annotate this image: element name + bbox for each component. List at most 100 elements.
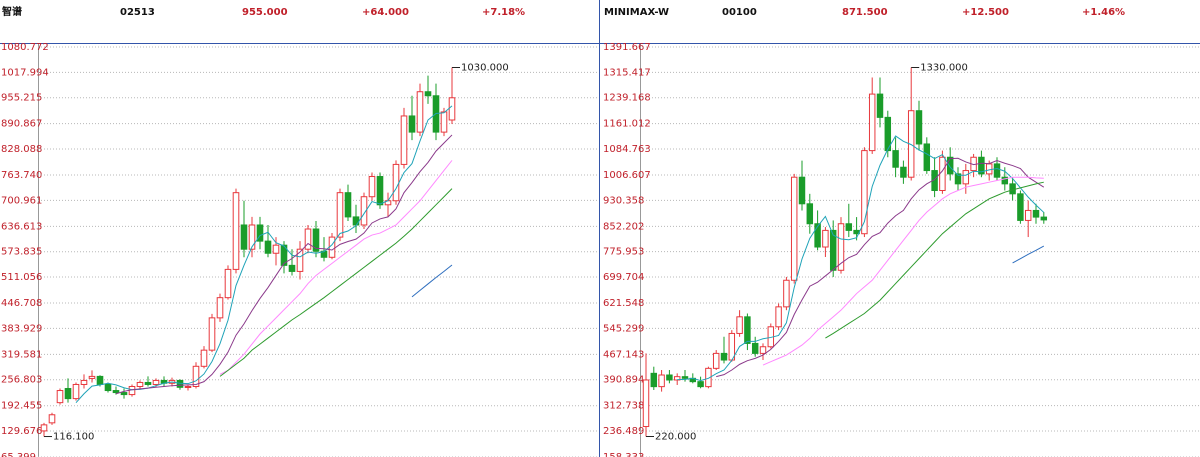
candle-body [900,166,907,178]
y-tick-label: 446.708 [1,298,42,309]
candle-body [759,346,767,354]
candle-body [705,367,712,388]
candle-body [296,248,304,272]
candle-body [845,223,853,231]
candle-body [650,372,658,388]
candle-body [837,223,845,271]
y-tick-label: 158.333 [603,452,644,457]
ma-line [716,157,1045,378]
ma-line [411,264,453,298]
candle-body [884,116,892,152]
candle-body [416,91,424,133]
y-tick-label: 192.455 [1,401,42,412]
candle-body [790,176,798,281]
candle-body [681,376,689,379]
candle-body [272,244,280,254]
candle-body [376,176,384,206]
y-tick-label: 319.581 [1,349,42,360]
header-change: +12.500 [962,7,1009,18]
candle-body [152,379,160,385]
annotation-label: 1330.000 [920,63,968,74]
y-tick-label: 573.835 [1,247,42,258]
candle-body [915,110,923,145]
header-code: 02513 [120,7,155,18]
candle-body [232,192,240,270]
ma-line [825,181,1044,339]
candle-body [176,379,184,388]
header-code: 00100 [722,7,757,18]
candle-body [775,306,782,328]
ma-line [762,176,1044,366]
candle-body [288,264,296,272]
candle-body [712,352,720,369]
candle-body [1017,193,1024,221]
annotation-label: 220.000 [655,431,696,442]
y-tick-label: 129.676 [1,426,42,437]
candle-body [248,224,256,250]
candle-body [64,388,72,400]
candle-body [192,365,200,387]
y-tick-label: 236.489 [603,426,644,437]
header-title: MINIMAX-W [604,7,669,18]
candle-body [400,115,408,165]
y-tick-label: 1315.417 [603,67,651,78]
candle-body [256,224,264,242]
y-tick-label: 1161.012 [603,119,651,130]
candle-body [697,381,704,388]
candle-body [666,374,673,381]
candle-body [352,216,360,226]
annotation-label: 1030.000 [461,63,509,74]
candle-body [923,143,931,172]
candle-body [1032,209,1040,218]
y-tick-label: 312.738 [603,401,644,412]
candle-body [424,91,432,97]
header-price: 871.500 [842,7,888,18]
candle-body [104,383,112,392]
header-title: 智谱 [2,5,22,18]
candle-body [1024,209,1032,221]
candle-body [783,279,790,308]
y-tick-label: 828.088 [1,144,42,155]
candle-body [876,93,884,118]
y-tick-label: 621.548 [603,298,644,309]
y-tick-label: 390.894 [603,375,644,386]
candle-body [985,163,993,175]
candle-body [658,374,665,388]
y-tick-label: 890.867 [1,119,42,130]
ma-line [219,188,453,377]
annotation-label: 116.100 [53,432,94,443]
candle-body [136,381,144,387]
candle-body [144,381,152,385]
y-tick-label: 1080.772 [1,42,49,53]
y-tick-label: 1084.763 [603,144,651,155]
y-tick-label: 545.299 [603,323,644,334]
y-tick-label: 511.056 [1,272,42,283]
candle-body [720,352,728,361]
ma-line [219,160,453,375]
candle-body [240,224,248,250]
y-tick-label: 1017.994 [1,67,49,78]
y-tick-label: 930.358 [603,195,644,206]
y-tick-label: 636.613 [1,221,42,232]
candle-body [642,379,650,428]
candle-body [200,349,208,367]
candle-body [751,342,759,354]
ma-line [677,135,1045,382]
candle-body [368,176,376,198]
candle-body [744,316,751,344]
y-tick-label: 775.953 [603,247,644,258]
y-tick-label: 699.704 [603,272,644,283]
candle-body [962,170,970,185]
ma-line [1012,245,1045,264]
y-tick-label: 1006.607 [603,170,651,181]
candle-body [312,228,320,252]
candle-body [80,379,88,385]
candle-body [1040,216,1048,221]
candle-body [448,97,456,121]
candle-body [224,268,232,299]
y-tick-label: 955.215 [1,93,42,104]
candle-body [892,150,899,168]
candle-body [72,383,80,400]
ma-line [115,134,453,395]
